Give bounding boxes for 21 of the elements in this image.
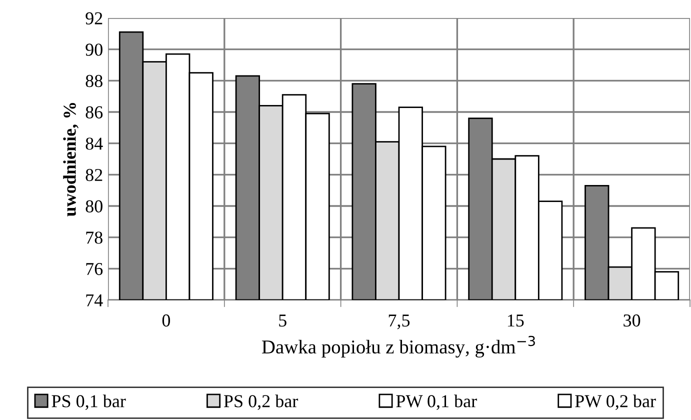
x-tick-label: 5 — [279, 314, 286, 327]
y-tick-label: 92 — [86, 12, 102, 24]
y-tick-label: 76 — [86, 262, 103, 276]
x-axis-title: Dawka popiołu z biomasy, g·dm$^{−3}$ — [262, 336, 535, 358]
y-axis-title: uwodnienie, % — [63, 103, 78, 216]
y-tick-label: 86 — [86, 106, 103, 118]
x-tick-label: 15 — [508, 314, 524, 327]
y-tick-label: 84 — [86, 138, 103, 150]
y-tick-label: 88 — [86, 74, 102, 88]
legend-label: PS 0,1 bar — [52, 394, 126, 410]
y-tick-label: 80 — [86, 200, 102, 212]
x-tick-label: 30 — [624, 314, 640, 327]
y-tick-label: 90 — [86, 44, 102, 56]
y-tick-label: 74 — [86, 294, 103, 306]
legend-label: PS 0,2 bar — [224, 394, 298, 410]
x-tick-label: 0 — [162, 314, 170, 327]
y-tick-label: 78 — [86, 232, 102, 244]
y-tick-label: 82 — [86, 168, 102, 182]
x-tick-label: 7,5 — [388, 314, 410, 330]
legend-label: PW 0,1 bar — [396, 394, 477, 410]
legend-label: PW 0,2 bar — [575, 394, 656, 410]
